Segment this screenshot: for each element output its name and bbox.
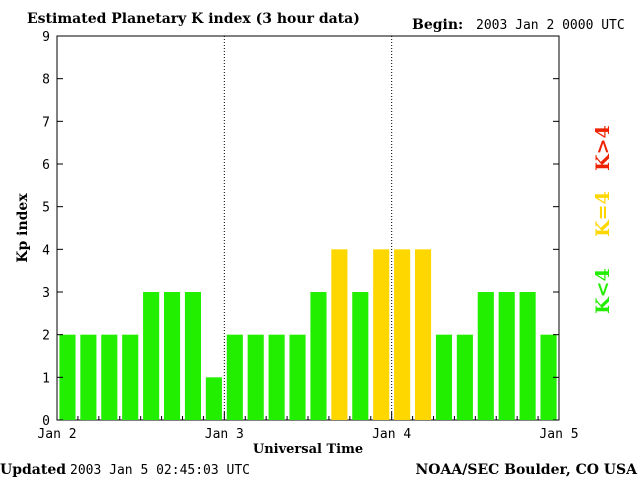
kp-bar [477,292,494,420]
kp-bar [101,334,118,420]
kp-bar [331,249,348,420]
kp-bar [540,334,557,420]
kp-bar [163,292,181,420]
kp-bar [519,292,536,420]
y-tick-label: 0 [42,414,50,429]
kp-bar [373,249,390,420]
chart-title: Estimated Planetary K index (3 hour data… [27,11,360,27]
y-tick-label: 6 [42,158,50,173]
kp-bar [143,292,160,420]
x-tick-label: Jan 3 [205,427,244,442]
kp-bar [394,249,411,420]
source-credit: NOAA/SEC Boulder, CO USA [416,462,639,478]
y-axis-ticks: 0 1 2 3 4 5 6 7 8 9 [42,30,559,429]
kp-bar [80,334,97,420]
begin-value: 2003 Jan 2 0000 UTC [476,18,625,33]
x-tick-label: Jan 2 [37,427,76,442]
begin-label: Begin: [412,17,463,33]
x-axis-label: Universal Time [253,442,363,457]
y-tick-label: 7 [42,115,50,130]
legend-k-equal-4: K=4 [592,191,614,237]
kp-bars [59,249,557,420]
kp-bar [122,334,139,420]
y-tick-label: 2 [42,329,50,344]
day-dividers [223,36,393,420]
y-tick-label: 9 [42,30,50,45]
legend-k-less-4: K<4 [592,268,614,314]
updated-value: 2003 Jan 5 02:45:03 UTC [70,463,250,478]
kp-bar [289,334,306,420]
kp-bar [310,292,327,420]
kp-bar [59,334,76,420]
kp-bar [247,334,264,420]
legend-k-greater-4: K>4 [592,125,614,171]
kp-bar [435,334,453,420]
kp-bar [414,249,432,420]
kp-bar [268,334,285,420]
kp-bar [205,377,222,420]
kp-bar [498,292,515,420]
kp-bar [456,334,473,420]
y-tick-label: 3 [42,286,50,301]
kp-bar [352,292,369,420]
y-axis-label: Kp index [15,193,31,263]
y-tick-label: 5 [42,201,50,216]
x-axis-ticks: Jan 2 Jan 3 Jan 4 Jan 5 [37,412,579,442]
y-tick-label: 8 [42,73,50,88]
y-tick-label: 4 [42,243,50,258]
x-tick-label: Jan 4 [372,427,411,442]
updated-label: Updated [0,462,66,478]
kp-bar [184,292,202,420]
kp-bar [226,334,243,420]
y-tick-label: 1 [42,371,50,386]
x-tick-label: Jan 5 [539,427,578,442]
